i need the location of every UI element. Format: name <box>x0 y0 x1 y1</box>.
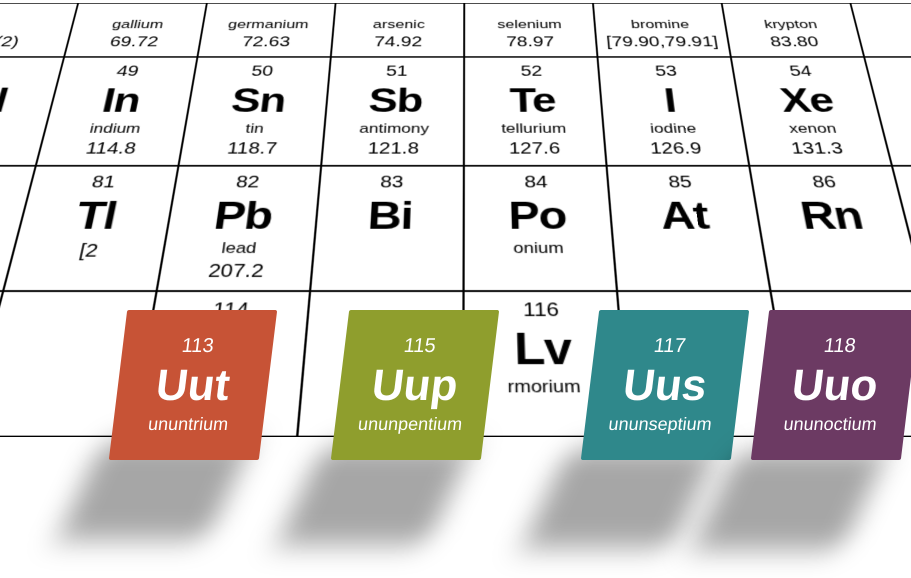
element-number: 114 <box>211 300 250 322</box>
periodic-table-grid: 38(2) gallium 69.72 germanium 72.63 arsenic 74… <box>0 3 911 437</box>
element-number: 116 <box>523 300 560 322</box>
element-mass: [79.90,79.91] <box>606 34 720 50</box>
element-number: 84 <box>524 173 548 192</box>
periodic-table-scene: 38(2) gallium 69.72 germanium 72.63 arsenic 74… <box>0 0 911 464</box>
element-mass: [2 <box>77 241 100 262</box>
element-number: 52 <box>520 63 542 80</box>
element-cell: 86 Rn <box>749 166 911 291</box>
element-cell: krypton 83.80 <box>722 3 864 57</box>
element-mass: 126.9 <box>649 140 703 158</box>
element-name: iodine <box>649 121 697 137</box>
element-symbol: Cd <box>0 85 11 118</box>
element-number: 49 <box>115 63 140 80</box>
element-symbol: Sn <box>229 85 287 118</box>
element-symbol: I <box>662 85 677 118</box>
element-number: 50 <box>250 63 274 80</box>
element-name: xenon <box>788 121 838 137</box>
element-cell <box>770 291 911 437</box>
element-cell: 114 Fl erovium <box>131 291 310 437</box>
element-number: 85 <box>667 173 693 192</box>
element-symbol: Bi <box>367 198 414 236</box>
element-mass: 78.97 <box>506 34 555 50</box>
element-symbol: Fl <box>201 328 249 373</box>
element-mass: 118.7 <box>226 140 278 158</box>
element-symbol: Pb <box>211 198 274 236</box>
element-cell: 83 Bi <box>310 166 464 291</box>
element-name: germanium <box>227 18 309 32</box>
element-cell: 85 At <box>607 166 771 291</box>
element-cell: arsenic 74.92 <box>331 3 464 57</box>
element-name: tellurium <box>501 121 567 137</box>
element-name: lead <box>220 239 257 257</box>
element-number: 82 <box>235 173 261 192</box>
tile-shadow <box>692 450 889 550</box>
element-symbol: Rn <box>797 198 866 236</box>
element-mass: 72.63 <box>241 34 291 50</box>
element-mass: 121.8 <box>367 140 419 158</box>
element-number: 83 <box>380 173 404 192</box>
element-name: arsenic <box>373 18 425 32</box>
element-symbol: Sb <box>367 85 422 118</box>
element-cell <box>0 291 157 437</box>
element-name: selenium <box>497 18 562 32</box>
element-mass: 127.6 <box>509 140 561 158</box>
element-mass: 131.3 <box>790 140 845 158</box>
element-symbol: Tl <box>72 198 120 236</box>
element-cell <box>297 291 463 437</box>
element-cell: 49 In indium 114.8 <box>36 57 198 166</box>
element-cell: 116 Lv rmorium <box>463 291 629 437</box>
element-name: antimony <box>359 121 429 137</box>
element-name: krypton <box>763 18 819 32</box>
element-symbol: Te <box>509 85 556 118</box>
element-name: onium <box>513 239 564 257</box>
element-symbol: At <box>659 198 711 236</box>
element-cell: gallium 69.72 <box>64 3 207 57</box>
element-name: bromine <box>630 18 690 32</box>
element-number: 86 <box>811 173 838 192</box>
element-name: tin <box>245 121 265 137</box>
element-number: 51 <box>385 63 407 80</box>
element-number: 53 <box>654 63 678 80</box>
element-number: 81 <box>90 173 117 192</box>
element-symbol: Po <box>508 198 567 236</box>
element-mass: 38(2) <box>0 34 21 50</box>
element-symbol: Xe <box>778 85 837 118</box>
element-cell: germanium 72.63 <box>197 3 335 57</box>
element-mass: 74.92 <box>374 34 423 50</box>
element-cell: 82 Pb lead 207.2 <box>157 166 322 291</box>
element-cell: 50 Sn tin 118.7 <box>178 57 330 166</box>
element-number: 54 <box>788 63 813 80</box>
element-name: gallium <box>111 18 165 32</box>
element-name: rmorium <box>507 377 581 398</box>
element-symbol: In <box>99 85 143 118</box>
element-cell: 53 Iiodine 126.9 <box>597 57 749 166</box>
element-cell: selenium 78.97 <box>464 3 597 57</box>
element-symbol: Lv <box>514 328 573 373</box>
element-mass: 83.80 <box>769 34 820 50</box>
element-mass: 207.2 <box>207 261 265 282</box>
element-cell <box>617 291 795 437</box>
element-cell: 84 Po onium <box>464 166 617 291</box>
element-cell: bromine [79.90,79.91] <box>593 3 731 57</box>
element-mass: 114.8 <box>84 140 138 158</box>
element-mass: 69.72 <box>108 34 159 50</box>
element-cell: 51 Sb antimony 121.8 <box>321 57 464 166</box>
element-name: erovium <box>184 377 258 398</box>
element-name: indium <box>88 121 142 137</box>
element-cell: 52 Te tellurium 127.6 <box>464 57 607 166</box>
